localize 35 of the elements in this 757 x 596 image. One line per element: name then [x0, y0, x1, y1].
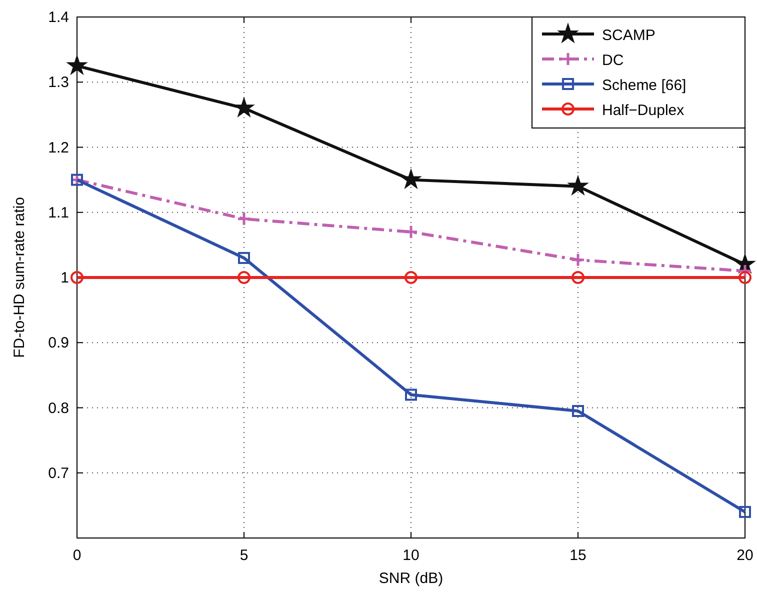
legend-label: SCAMP: [602, 27, 656, 44]
x-axis-title: SNR (dB): [378, 570, 444, 587]
x-tick-label: 10: [402, 547, 420, 564]
point: [67, 55, 87, 74]
point: [739, 506, 751, 518]
y-tick-label: 0.9: [48, 334, 69, 352]
point: [401, 169, 421, 188]
y-tick-label: 1.4: [48, 9, 69, 26]
x-tick-label: 20: [736, 547, 754, 564]
point: [70, 271, 84, 284]
point: [572, 405, 584, 418]
point: [404, 271, 418, 284]
point: [234, 98, 254, 117]
point: [238, 271, 250, 284]
y-tick-label: 1: [60, 270, 69, 286]
point: [572, 271, 584, 284]
x-tick-label: 5: [240, 547, 248, 564]
legend-label: DC: [602, 52, 624, 69]
point: [568, 176, 588, 195]
y-tick-label: 0.7: [48, 464, 69, 482]
point: [570, 252, 586, 268]
x-tick-label: 0: [72, 547, 82, 564]
point: [738, 271, 752, 284]
y-tick-label: 1.1: [48, 204, 69, 222]
point: [238, 252, 250, 264]
point: [404, 224, 418, 240]
y-tick-label: 0.8: [48, 400, 69, 417]
x-tick-label: 15: [570, 547, 586, 564]
point: [236, 212, 252, 226]
y-axis-title: FD-to-HD sum-rate ratio: [11, 197, 28, 358]
legend-label: Half−Duplex: [602, 102, 685, 119]
y-tick-label: 1.3: [48, 74, 69, 92]
y-tick-label: 1.2: [48, 139, 69, 156]
legend-label: Scheme [66]: [602, 77, 686, 94]
point: [405, 388, 417, 401]
